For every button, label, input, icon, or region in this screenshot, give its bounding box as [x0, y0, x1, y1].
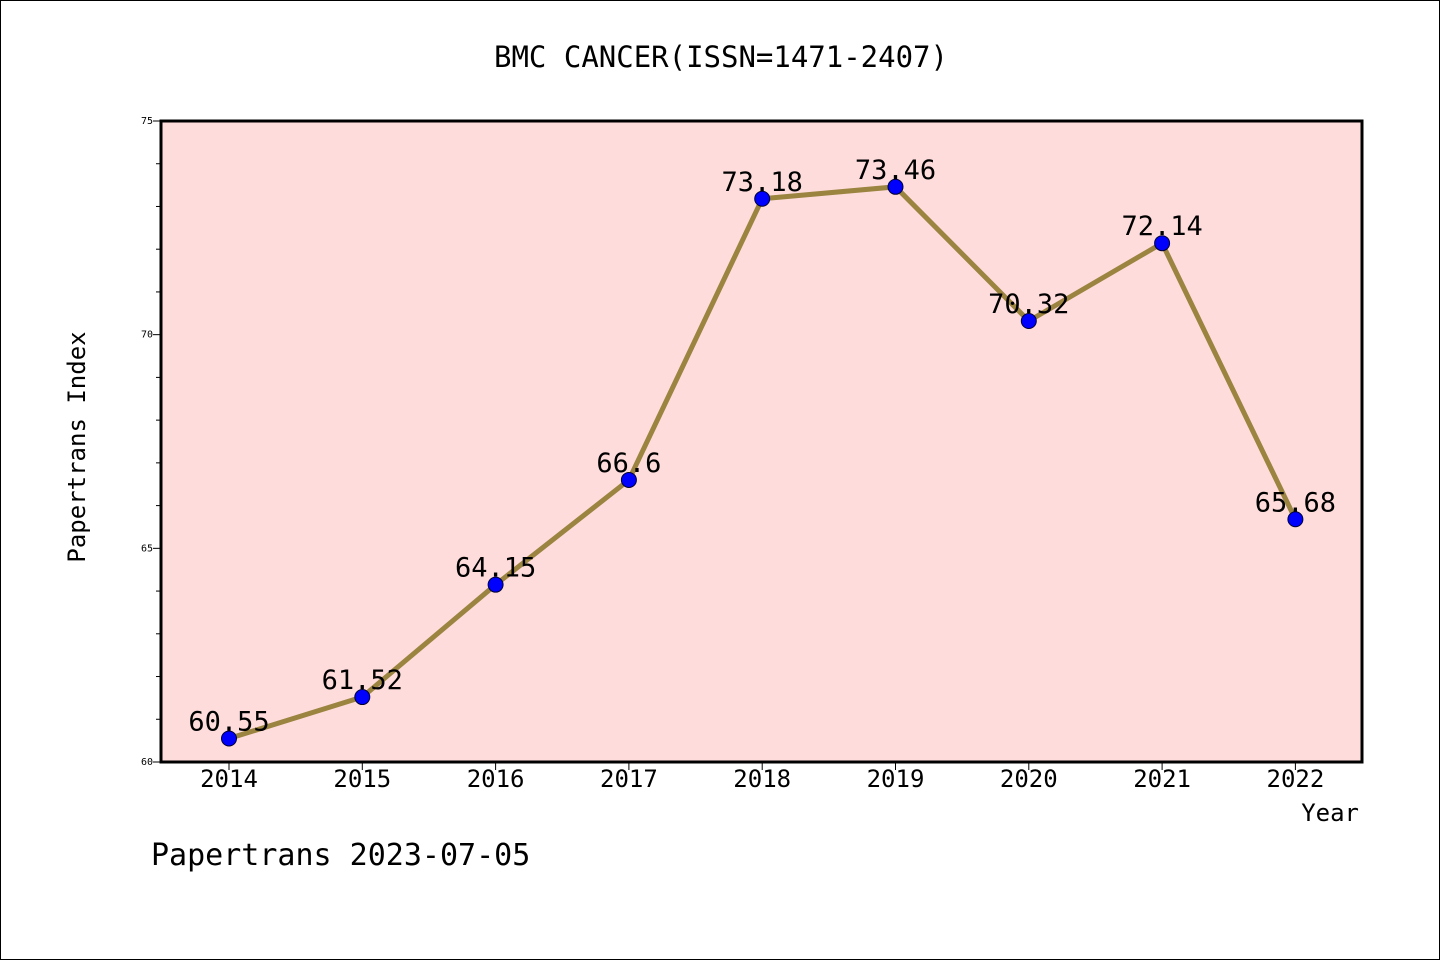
y-tick-label: 60 [141, 757, 153, 768]
x-tick-label: 2022 [1267, 765, 1325, 793]
data-label: 66.6 [596, 448, 661, 479]
y-axis-label: Papertrans Index [63, 331, 91, 562]
data-point [887, 178, 904, 195]
data-label: 73.46 [855, 155, 936, 186]
data-point [487, 576, 504, 593]
data-label: 60.55 [188, 706, 269, 737]
data-label: 65.68 [1255, 487, 1336, 518]
data-point [1020, 312, 1037, 329]
x-tick-label: 2018 [733, 765, 791, 793]
series-layer [221, 178, 1304, 747]
data-label-layer: 60.55 61.52 64.15 66.6 73.18 73.46 70.32 72.14 6… [188, 155, 1336, 738]
x-tick-label: 2014 [200, 765, 258, 793]
x-tick-label: 2019 [867, 765, 925, 793]
data-label: 64.15 [455, 553, 536, 584]
data-label: 72.14 [1121, 211, 1202, 242]
x-axis: 2014 2015 2016 2017 2018 2019 2020 2021 2022 [200, 762, 1324, 793]
data-point [221, 730, 237, 747]
y-tick-label: 65 [141, 543, 153, 554]
data-label: 73.18 [722, 167, 803, 198]
x-tick-label: 2020 [1000, 765, 1058, 793]
y-tick-label: 75 [141, 116, 153, 127]
data-label: 70.32 [988, 289, 1069, 320]
y-axis: 60 65 70 75 [141, 116, 161, 768]
data-point [1287, 511, 1304, 528]
data-point [754, 190, 771, 207]
data-point [1154, 235, 1171, 252]
y-tick-label: 70 [141, 330, 153, 341]
chart-title: BMC CANCER(ISSN=1471-2407) [494, 40, 948, 74]
x-axis-label: Year [1301, 799, 1359, 827]
x-tick-label: 2015 [333, 765, 391, 793]
x-tick-label: 2017 [600, 765, 658, 793]
footer-text: Papertrans 2023-07-05 [151, 838, 530, 873]
data-label: 61.52 [322, 665, 403, 696]
x-tick-label: 2021 [1133, 765, 1191, 793]
data-point [620, 471, 637, 488]
x-tick-label: 2016 [467, 765, 525, 793]
data-point [354, 689, 371, 706]
plot-area [159, 119, 1364, 764]
